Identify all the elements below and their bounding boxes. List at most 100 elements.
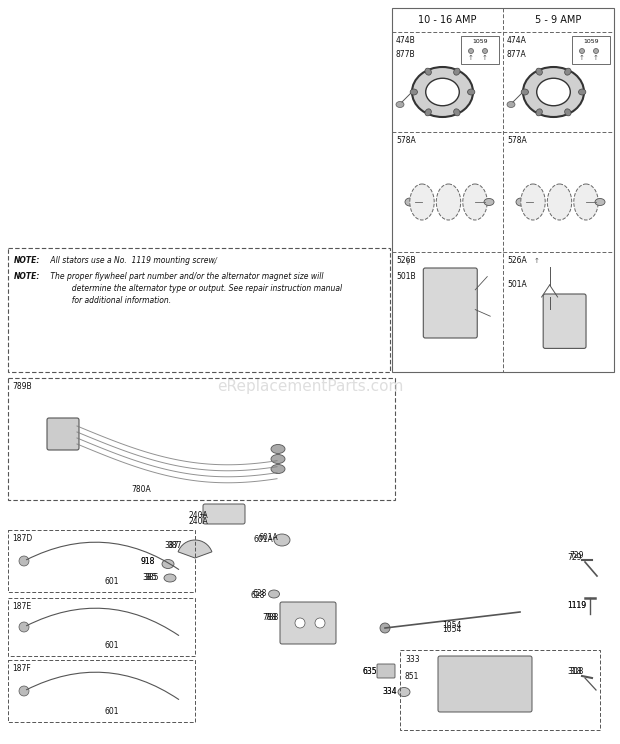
Text: 601: 601 — [104, 641, 119, 650]
Ellipse shape — [425, 68, 432, 75]
FancyBboxPatch shape — [280, 602, 336, 644]
Text: All stators use a No.  1119 mounting screw.: All stators use a No. 1119 mounting scre… — [48, 256, 216, 265]
Text: 918: 918 — [141, 557, 155, 566]
Text: 578A: 578A — [396, 136, 416, 145]
Ellipse shape — [507, 101, 515, 107]
Ellipse shape — [454, 68, 460, 75]
Circle shape — [315, 618, 325, 628]
Text: 1054: 1054 — [442, 621, 462, 630]
Text: ↑: ↑ — [482, 55, 488, 61]
Text: 187F: 187F — [12, 664, 31, 673]
Text: 780A: 780A — [131, 485, 151, 494]
Text: 501B: 501B — [396, 272, 415, 281]
Text: 729: 729 — [568, 554, 582, 562]
FancyBboxPatch shape — [543, 294, 586, 348]
Text: 385: 385 — [144, 574, 159, 583]
Text: 387: 387 — [165, 542, 179, 551]
Text: 318: 318 — [568, 667, 582, 676]
Ellipse shape — [521, 89, 528, 95]
Bar — [8, 378, 395, 500]
Bar — [572, 36, 610, 64]
Ellipse shape — [523, 67, 584, 117]
Text: ↑: ↑ — [533, 258, 539, 264]
Text: 601A: 601A — [253, 536, 273, 545]
Ellipse shape — [574, 184, 598, 220]
Text: 240A: 240A — [188, 510, 208, 519]
Text: 628: 628 — [251, 591, 265, 600]
Text: 5 - 9 AMP: 5 - 9 AMP — [535, 15, 582, 25]
Text: NOTE:: NOTE: — [14, 256, 40, 265]
Ellipse shape — [268, 590, 280, 598]
Text: ↑: ↑ — [468, 55, 474, 61]
Bar — [8, 660, 195, 722]
FancyBboxPatch shape — [47, 418, 79, 450]
Ellipse shape — [463, 184, 487, 220]
Circle shape — [19, 622, 29, 632]
Text: 1119: 1119 — [567, 601, 587, 611]
Text: 601: 601 — [104, 707, 119, 716]
Ellipse shape — [565, 109, 571, 116]
Text: /: / — [214, 256, 217, 265]
Text: 333: 333 — [405, 655, 420, 664]
Text: 334: 334 — [383, 687, 397, 696]
FancyBboxPatch shape — [438, 656, 532, 712]
Ellipse shape — [436, 184, 461, 220]
Text: 601: 601 — [104, 577, 119, 586]
Ellipse shape — [164, 574, 176, 582]
Circle shape — [19, 686, 29, 696]
Ellipse shape — [467, 89, 475, 95]
Bar — [8, 248, 390, 372]
Ellipse shape — [398, 687, 410, 696]
Ellipse shape — [405, 198, 415, 206]
Text: 578A: 578A — [507, 136, 527, 145]
Text: 788: 788 — [265, 614, 279, 623]
Text: 628: 628 — [253, 589, 267, 597]
Text: ↑: ↑ — [579, 55, 585, 61]
Ellipse shape — [536, 109, 542, 116]
Text: 10 - 16 AMP: 10 - 16 AMP — [418, 15, 477, 25]
Ellipse shape — [536, 68, 542, 75]
Text: 601A: 601A — [258, 533, 278, 542]
Text: 877B: 877B — [396, 50, 415, 59]
Bar — [461, 36, 499, 64]
Text: 635: 635 — [363, 667, 378, 676]
Text: 385: 385 — [143, 574, 157, 583]
Bar — [8, 598, 195, 656]
Text: 334: 334 — [383, 687, 397, 696]
Ellipse shape — [425, 109, 432, 116]
Ellipse shape — [271, 455, 285, 464]
Text: 635: 635 — [363, 667, 378, 676]
Ellipse shape — [271, 444, 285, 454]
Text: 187E: 187E — [12, 602, 31, 611]
Text: NOTE:: NOTE: — [14, 272, 40, 281]
Text: 526A: 526A — [507, 256, 527, 265]
Circle shape — [469, 48, 474, 54]
Text: 387: 387 — [168, 542, 182, 551]
Text: 474B: 474B — [396, 36, 416, 45]
Circle shape — [482, 48, 487, 54]
Bar — [400, 650, 600, 730]
Text: 851: 851 — [405, 672, 419, 681]
Ellipse shape — [271, 464, 285, 473]
Bar — [8, 530, 195, 592]
Text: 877A: 877A — [507, 50, 527, 59]
Ellipse shape — [274, 534, 290, 546]
Text: 1059: 1059 — [583, 39, 599, 44]
Ellipse shape — [410, 89, 417, 95]
Ellipse shape — [484, 199, 494, 205]
Ellipse shape — [565, 68, 571, 75]
Ellipse shape — [521, 184, 545, 220]
Ellipse shape — [578, 89, 586, 95]
Wedge shape — [178, 540, 212, 558]
Text: 789B: 789B — [12, 382, 32, 391]
Text: 918: 918 — [141, 557, 155, 566]
Circle shape — [580, 48, 585, 54]
Text: 318: 318 — [570, 667, 584, 676]
Ellipse shape — [537, 78, 570, 106]
Circle shape — [380, 623, 390, 633]
Circle shape — [295, 618, 305, 628]
FancyBboxPatch shape — [203, 504, 245, 524]
Ellipse shape — [547, 184, 572, 220]
Text: 501A: 501A — [507, 280, 527, 289]
Ellipse shape — [412, 67, 473, 117]
